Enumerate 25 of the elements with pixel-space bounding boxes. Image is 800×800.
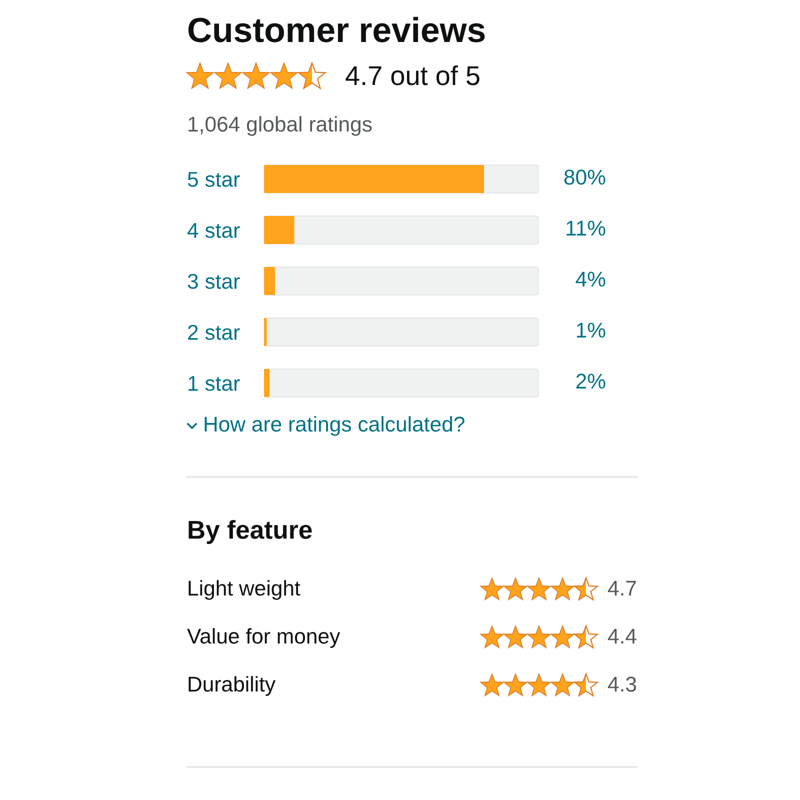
y-tick-label: 3 star — [188, 274, 240, 289]
category-label: Light weight — [188, 580, 300, 600]
data-label: 4.4 — [608, 628, 636, 644]
category-label: Durability — [188, 676, 276, 696]
text: 1,064 global ratings — [188, 116, 372, 136]
y-tick-label: 4 star — [187, 223, 240, 238]
data-label: 2% — [576, 374, 606, 389]
category-label: Value for money — [187, 628, 340, 648]
y-tick-label: 5 star — [188, 172, 240, 187]
y-tick-label: 1 star — [188, 376, 240, 391]
data-label: 11% — [566, 220, 606, 236]
data-label: 4.7 — [608, 580, 636, 596]
y-tick-label: 2 star — [188, 324, 240, 340]
bar — [264, 216, 294, 244]
text: How are ratings calculated? — [204, 416, 464, 436]
bar — [264, 369, 270, 397]
chart-subtitle: 4.7 out of 5 — [346, 65, 480, 86]
bar — [264, 267, 275, 295]
bar — [264, 318, 267, 346]
data-label: 80% — [564, 170, 606, 185]
data-label: 4.3 — [608, 676, 636, 692]
data-label: 4% — [576, 272, 606, 287]
chart-title: Customer reviews — [188, 16, 485, 42]
data-label: 1% — [576, 322, 606, 338]
text: By feature — [188, 520, 312, 544]
